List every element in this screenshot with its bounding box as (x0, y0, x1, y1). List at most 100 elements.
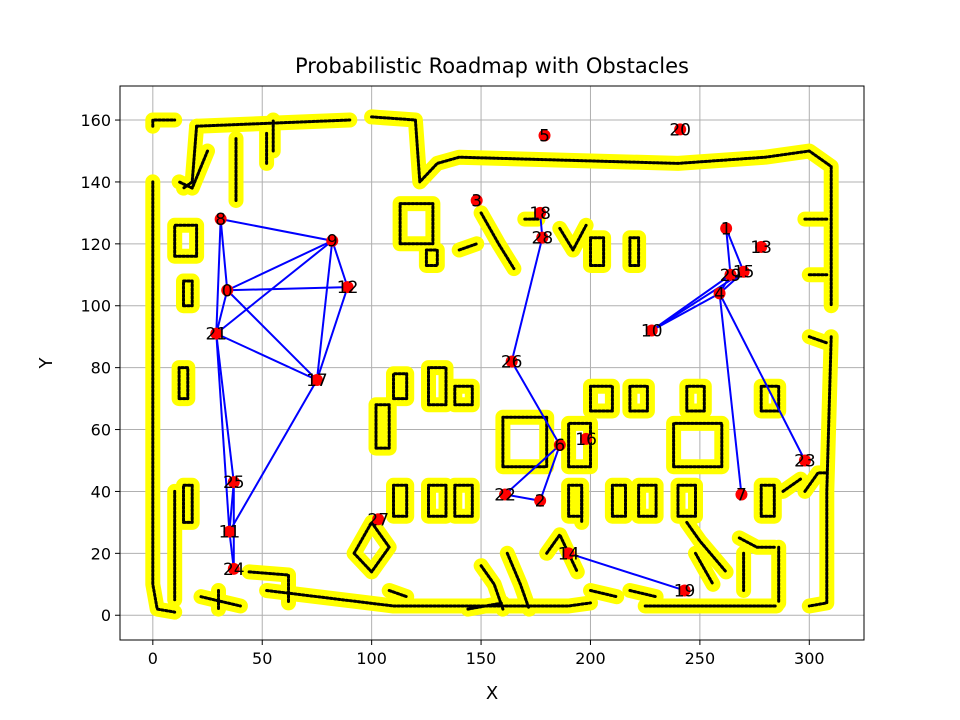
roadmap-edge (215, 239, 333, 335)
node-label: 26 (501, 352, 523, 372)
node-point (755, 240, 768, 253)
obstacle-core (737, 536, 776, 549)
node-label: 18 (529, 204, 551, 224)
y-tick-label: 100 (80, 297, 111, 316)
roadmap-edge (226, 239, 333, 292)
node-point (227, 562, 240, 575)
y-tick-label: 40 (91, 482, 111, 501)
obstacle-core (685, 520, 728, 574)
roadmap-edge (568, 552, 685, 592)
obstacle-core (173, 223, 199, 258)
node-layer (210, 123, 811, 597)
node-label: 21 (205, 325, 227, 345)
node-point (223, 525, 236, 538)
x-tick-label: 50 (252, 649, 272, 668)
x-axis-label: X (486, 683, 498, 704)
obstacle-core (781, 477, 802, 493)
node-label: 7 (736, 486, 747, 506)
obstacle-core (479, 211, 516, 271)
node-label: 14 (558, 544, 580, 564)
obstacle-core (628, 236, 641, 267)
obstacle-core (427, 366, 448, 407)
roadmap-edge (228, 379, 318, 533)
obstacle-core (558, 223, 588, 252)
y-tick-label: 80 (91, 359, 111, 378)
obstacle-core-layer (151, 115, 833, 614)
roadmap-edge (215, 332, 318, 381)
node-label: 1 (721, 219, 732, 239)
obstacle-core (427, 483, 448, 518)
node-point (538, 129, 551, 142)
node-label: 25 (223, 473, 245, 493)
roadmap-edge (215, 290, 229, 334)
obstacle-core (637, 483, 658, 518)
x-tick-label: 0 (148, 649, 158, 668)
obstacle-core (392, 372, 409, 401)
node-point (534, 494, 547, 507)
obstacle-core (589, 589, 619, 599)
obstacle-halo (604, 477, 633, 524)
obstacle-halo (418, 242, 445, 273)
node-label: 5 (539, 127, 550, 147)
obstacle-core (177, 366, 190, 401)
roadmap-edge (651, 292, 721, 332)
obstacle-core (589, 384, 614, 413)
obstacle-core (567, 421, 592, 469)
obstacle-core (501, 415, 549, 469)
obstacle-core (453, 384, 474, 407)
x-tick-label: 150 (466, 649, 497, 668)
obstacle-core (694, 551, 715, 586)
plot-frame (119, 85, 865, 641)
node-label: 28 (532, 229, 554, 249)
node-point (724, 268, 737, 281)
node-label: 24 (223, 560, 245, 580)
roadmap-edge (226, 289, 318, 381)
obstacle-core (466, 601, 505, 611)
y-tick-label: 140 (80, 173, 111, 192)
obstacle-halo (386, 366, 415, 407)
obstacle-core (610, 483, 627, 518)
node-point (735, 488, 748, 501)
obstacle-core (177, 149, 209, 190)
node-point (326, 234, 339, 247)
node-point (674, 123, 687, 136)
roadmap-edge (539, 444, 561, 502)
node-label: 3 (471, 192, 482, 212)
obstacle-core (676, 483, 697, 518)
y-tick-label: 120 (80, 235, 111, 254)
roadmap-edge (651, 270, 745, 332)
roadmap-edge (725, 228, 732, 275)
obstacle-core (352, 520, 391, 574)
x-tick-label: 100 (356, 649, 387, 668)
node-point (210, 327, 223, 340)
node-label: 8 (215, 210, 226, 230)
y-tick-label: 160 (80, 111, 111, 130)
roadmap-edge (215, 219, 222, 334)
node-label: 4 (714, 284, 725, 304)
obstacle-core (199, 595, 242, 608)
node-point (341, 281, 354, 294)
obstacle-core (398, 202, 435, 246)
node-label: 19 (674, 581, 696, 601)
obstacle-core (374, 403, 391, 450)
roadmap-edge (718, 292, 806, 461)
node-label: 22 (494, 486, 516, 506)
obstacle-core (151, 118, 177, 128)
node-label: 29 (720, 266, 742, 286)
obstacle-core (370, 115, 833, 308)
obstacle-core (392, 483, 409, 518)
node-label: 6 (554, 436, 565, 456)
node-label: 27 (367, 510, 389, 530)
obstacle-core (589, 236, 606, 267)
node-point (798, 454, 811, 467)
obstacle-core (807, 335, 833, 608)
roadmap-edge (315, 286, 349, 381)
obstacle-core (628, 589, 658, 599)
y-axis-label: Y (36, 357, 57, 370)
roadmap-edge (315, 240, 334, 381)
node-point (645, 324, 658, 337)
obstacle-core (545, 533, 579, 574)
roadmap-edge (215, 333, 235, 483)
